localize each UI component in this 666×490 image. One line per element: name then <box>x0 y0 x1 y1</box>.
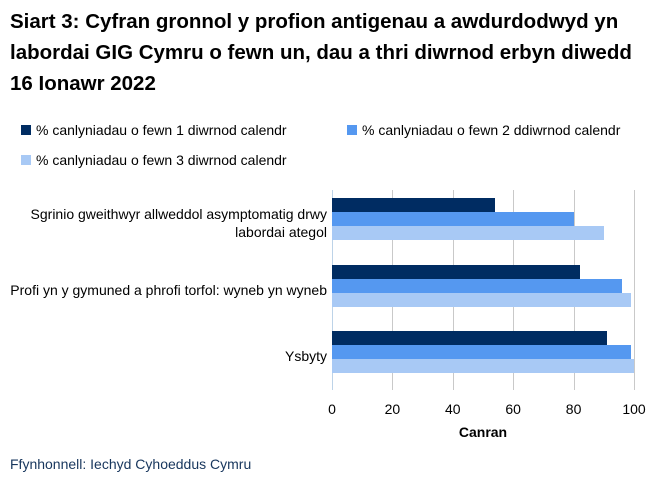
x-axis-title: Canran <box>458 424 508 440</box>
bar <box>332 264 580 279</box>
category-axis-labels: Sgrinio gweithwyr allweddol asymptomatig… <box>10 190 327 390</box>
legend-item: % canlyniadau o fewn 2 ddiwrnod calendr <box>347 122 620 138</box>
legend-item: % canlyniadau o fewn 1 diwrnod calendr <box>21 122 287 138</box>
source-note: Ffynhonnell: Iechyd Cyhoeddus Cymru <box>10 456 252 472</box>
legend-swatch-icon <box>21 125 31 135</box>
legend-label: % canlyniadau o fewn 3 diwrnod calendr <box>36 152 287 168</box>
legend-swatch-icon <box>347 125 357 135</box>
bar <box>332 278 622 293</box>
legend-label: % canlyniadau o fewn 2 ddiwrnod calendr <box>362 122 621 138</box>
gridline <box>634 190 635 390</box>
x-tick-label: 60 <box>505 401 521 417</box>
bar <box>332 292 631 307</box>
category-label: Sgrinio gweithwyr allweddol asymptomatig… <box>30 206 327 240</box>
category-label: Profi yn y gymuned a phrofi torfol: wyne… <box>10 281 327 298</box>
x-tick-label: 40 <box>445 401 461 417</box>
legend: % canlyniadau o fewn 1 diwrnod calendr % … <box>0 118 666 170</box>
legend-label: % canlyniadau o fewn 1 diwrnod calendr <box>36 122 287 138</box>
category-label: Ysbyty <box>284 348 327 365</box>
x-tick-label: 80 <box>565 401 582 417</box>
x-axis-ticks: 0 20 40 60 80 100 <box>328 401 646 419</box>
bar <box>332 345 631 360</box>
bar <box>332 226 604 240</box>
bar <box>332 359 634 374</box>
legend-swatch-icon <box>21 155 31 165</box>
bar <box>332 331 607 346</box>
bar <box>332 212 574 226</box>
legend-item: % canlyniadau o fewn 3 diwrnod calendr <box>21 152 287 168</box>
x-tick-label: 20 <box>384 401 401 417</box>
x-tick-label: 0 <box>328 401 336 417</box>
x-tick-label: 100 <box>622 401 646 417</box>
bar <box>332 198 496 212</box>
bar-group <box>332 257 634 323</box>
bar-group <box>332 323 634 389</box>
chart-title: Siart 3: Cyfran gronnol y profion antige… <box>10 10 632 95</box>
plot-area <box>332 190 635 390</box>
bar-group <box>332 190 634 256</box>
